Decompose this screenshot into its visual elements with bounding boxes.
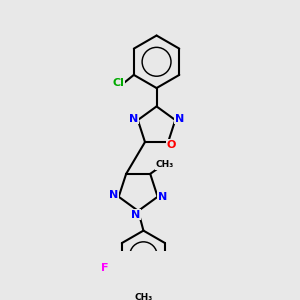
Text: Cl: Cl xyxy=(113,78,125,88)
Text: N: N xyxy=(110,190,118,200)
Text: N: N xyxy=(175,114,184,124)
Text: CH₃: CH₃ xyxy=(134,293,153,300)
Text: N: N xyxy=(131,210,140,220)
Text: O: O xyxy=(167,140,176,150)
Text: N: N xyxy=(158,192,167,202)
Text: N: N xyxy=(129,114,139,124)
Text: CH₃: CH₃ xyxy=(155,160,174,169)
Text: F: F xyxy=(101,263,109,273)
